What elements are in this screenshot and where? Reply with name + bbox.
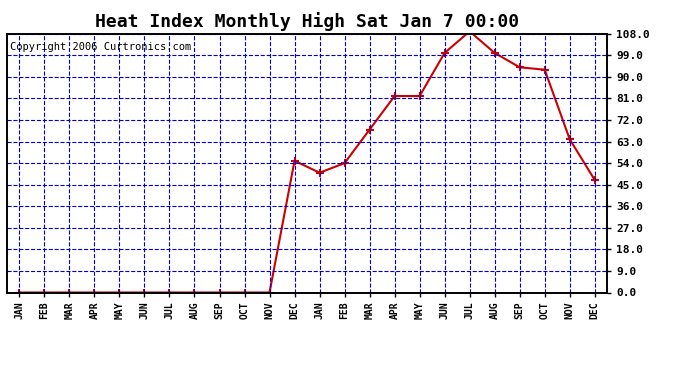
Text: Copyright 2006 Curtronics.com: Copyright 2006 Curtronics.com [10,42,191,51]
Title: Heat Index Monthly High Sat Jan 7 00:00: Heat Index Monthly High Sat Jan 7 00:00 [95,12,519,31]
